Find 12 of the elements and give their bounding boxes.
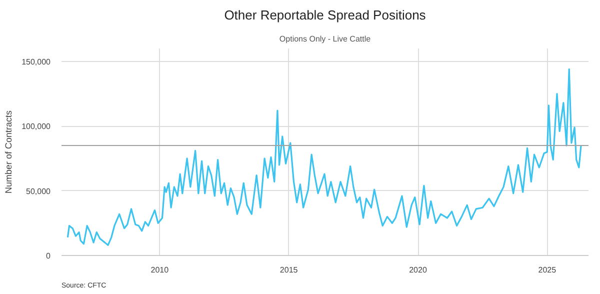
y-tick-label: 100,000: [22, 122, 52, 132]
x-tick-label: 2025: [538, 266, 557, 274]
y-tick-label: 0: [46, 252, 52, 260]
x-tick-label: 2015: [280, 266, 298, 274]
chart-subtitle: Options Only - Live Cattle: [279, 34, 372, 44]
x-tick-label: 2010: [150, 266, 170, 274]
y-axis-title: Number of Contracts: [4, 110, 14, 194]
y-tick-label: 50,000: [26, 186, 52, 196]
x-tick-label: 2020: [409, 266, 428, 274]
y-tick-label: 150,000: [22, 57, 52, 66]
line-series: [66, 68, 582, 246]
chart-title: Other Reportable Spread Positions: [224, 8, 426, 22]
